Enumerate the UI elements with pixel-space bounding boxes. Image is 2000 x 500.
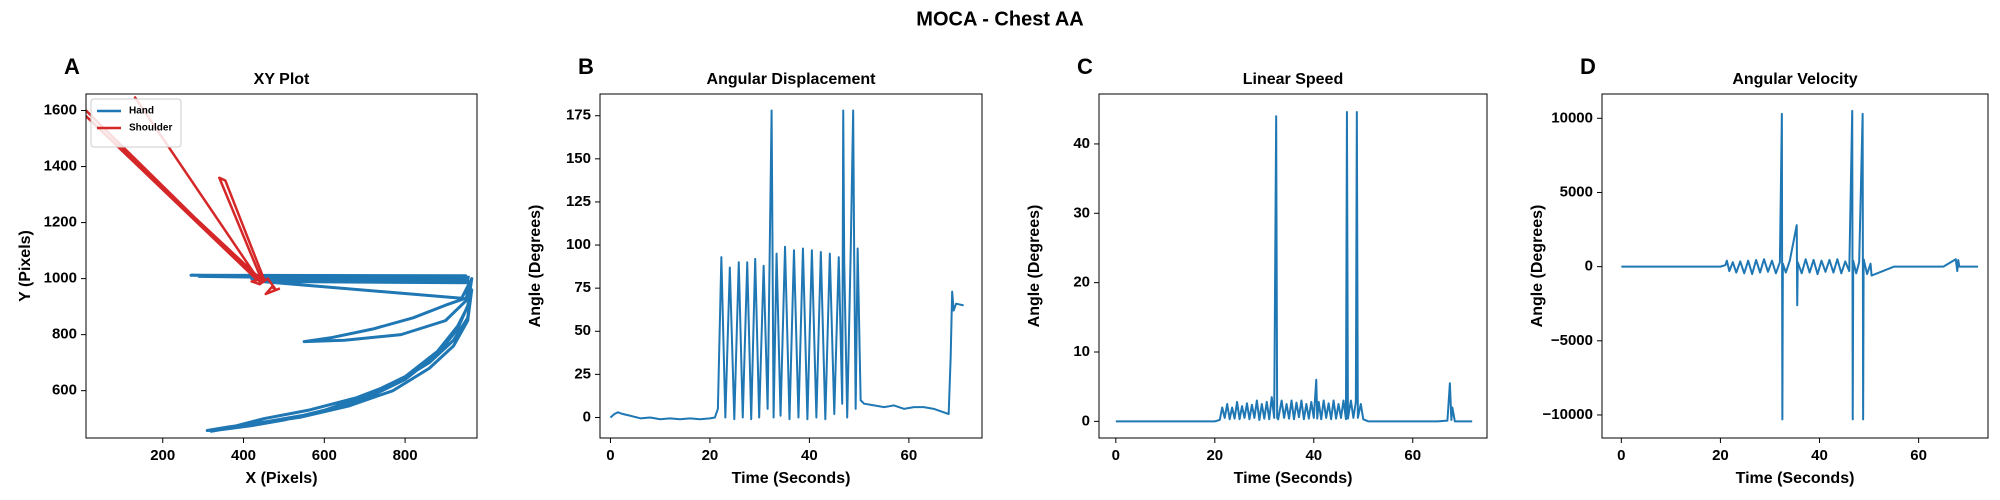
plot-area [1621,109,1979,421]
panel: B Angular Displacement Time (Seconds) Angle… [527,54,983,487]
x-tick-label: 20 [1206,447,1223,464]
y-axis-label: Angle (Degrees) [1026,205,1043,328]
plot-area [86,95,474,433]
y-tick-label: −10000 [1543,406,1593,423]
x-axis-label: Time (Seconds) [1234,470,1353,487]
panel-label: B [578,54,594,79]
data-line [189,273,474,433]
data-line [86,95,281,296]
y-tick-label: 150 [566,150,591,167]
y-tick-label: 1400 [44,158,77,175]
panel: D Angular Velocity Time (Seconds) Angle (De… [1529,54,1989,487]
x-tick-label: 600 [312,447,337,464]
y-tick-label: 5000 [1560,183,1593,200]
y-axis-label: Angle (Degrees) [1529,205,1546,328]
x-tick-label: 60 [1910,447,1927,464]
x-tick-label: 60 [901,447,918,464]
data-line [1621,109,1979,421]
y-tick-label: 0 [1585,258,1593,275]
chart-title: Linear Speed [1243,71,1343,88]
legend-label: Hand [129,106,154,117]
x-tick-label: 20 [1712,447,1729,464]
axes-frame [1098,93,1488,439]
x-tick-label: 400 [231,447,256,464]
plot-area [609,109,964,421]
y-tick-label: 75 [574,279,591,296]
y-tick-label: 10 [1073,343,1090,360]
panel: C Linear Speed Time (Seconds) Angle (Degree… [1026,54,1488,487]
data-line [1115,111,1473,423]
x-tick-label: 200 [150,447,175,464]
y-tick-label: 0 [1082,412,1090,429]
y-tick-label: 10000 [1551,109,1593,126]
axes-frame [85,93,478,439]
y-tick-label: −5000 [1551,332,1593,349]
panel-label: A [64,54,80,79]
x-axis-label: Time (Seconds) [732,470,851,487]
x-tick-label: 40 [801,447,818,464]
plot-area [1115,111,1473,423]
x-tick-label: 40 [1811,447,1828,464]
x-tick-label: 40 [1305,447,1322,464]
y-tick-label: 20 [1073,274,1090,291]
y-tick-label: 175 [566,107,591,124]
y-tick-label: 40 [1073,135,1090,152]
y-axis-label: Y (Pixels) [17,230,34,302]
x-axis-label: X (Pixels) [245,470,317,487]
legend-label: Shoulder [129,123,172,134]
y-tick-label: 800 [52,326,77,343]
y-tick-label: 50 [574,322,591,339]
x-axis-label: Time (Seconds) [1736,470,1855,487]
y-tick-label: 100 [566,236,591,253]
panel: A XY Plot X (Pixels) Y (Pixels) 200 400 600 800… [17,54,478,487]
axes-frame [599,93,983,439]
y-tick-label: 0 [583,408,591,425]
y-tick-label: 1200 [44,214,77,231]
y-tick-label: 1000 [44,270,77,287]
chart-title: Angular Velocity [1732,71,1857,88]
panel-label: C [1077,54,1093,79]
data-line [609,109,964,421]
x-tick-label: 0 [1617,447,1625,464]
y-tick-label: 1600 [44,101,77,118]
y-axis-label: Angle (Degrees) [527,205,544,328]
chart-title: XY Plot [254,71,310,88]
figure-title: MOCA - Chest AA [916,8,1083,30]
y-tick-label: 600 [52,382,77,399]
x-tick-label: 60 [1404,447,1421,464]
chart-title: Angular Displacement [707,71,877,88]
y-tick-label: 25 [574,365,591,382]
y-tick-label: 30 [1073,204,1090,221]
x-tick-label: 0 [606,447,614,464]
x-tick-label: 0 [1112,447,1120,464]
panel-label: D [1580,54,1596,79]
axes-frame [1601,93,1989,439]
y-tick-label: 125 [566,193,591,210]
x-tick-label: 800 [393,447,418,464]
x-tick-label: 20 [702,447,719,464]
